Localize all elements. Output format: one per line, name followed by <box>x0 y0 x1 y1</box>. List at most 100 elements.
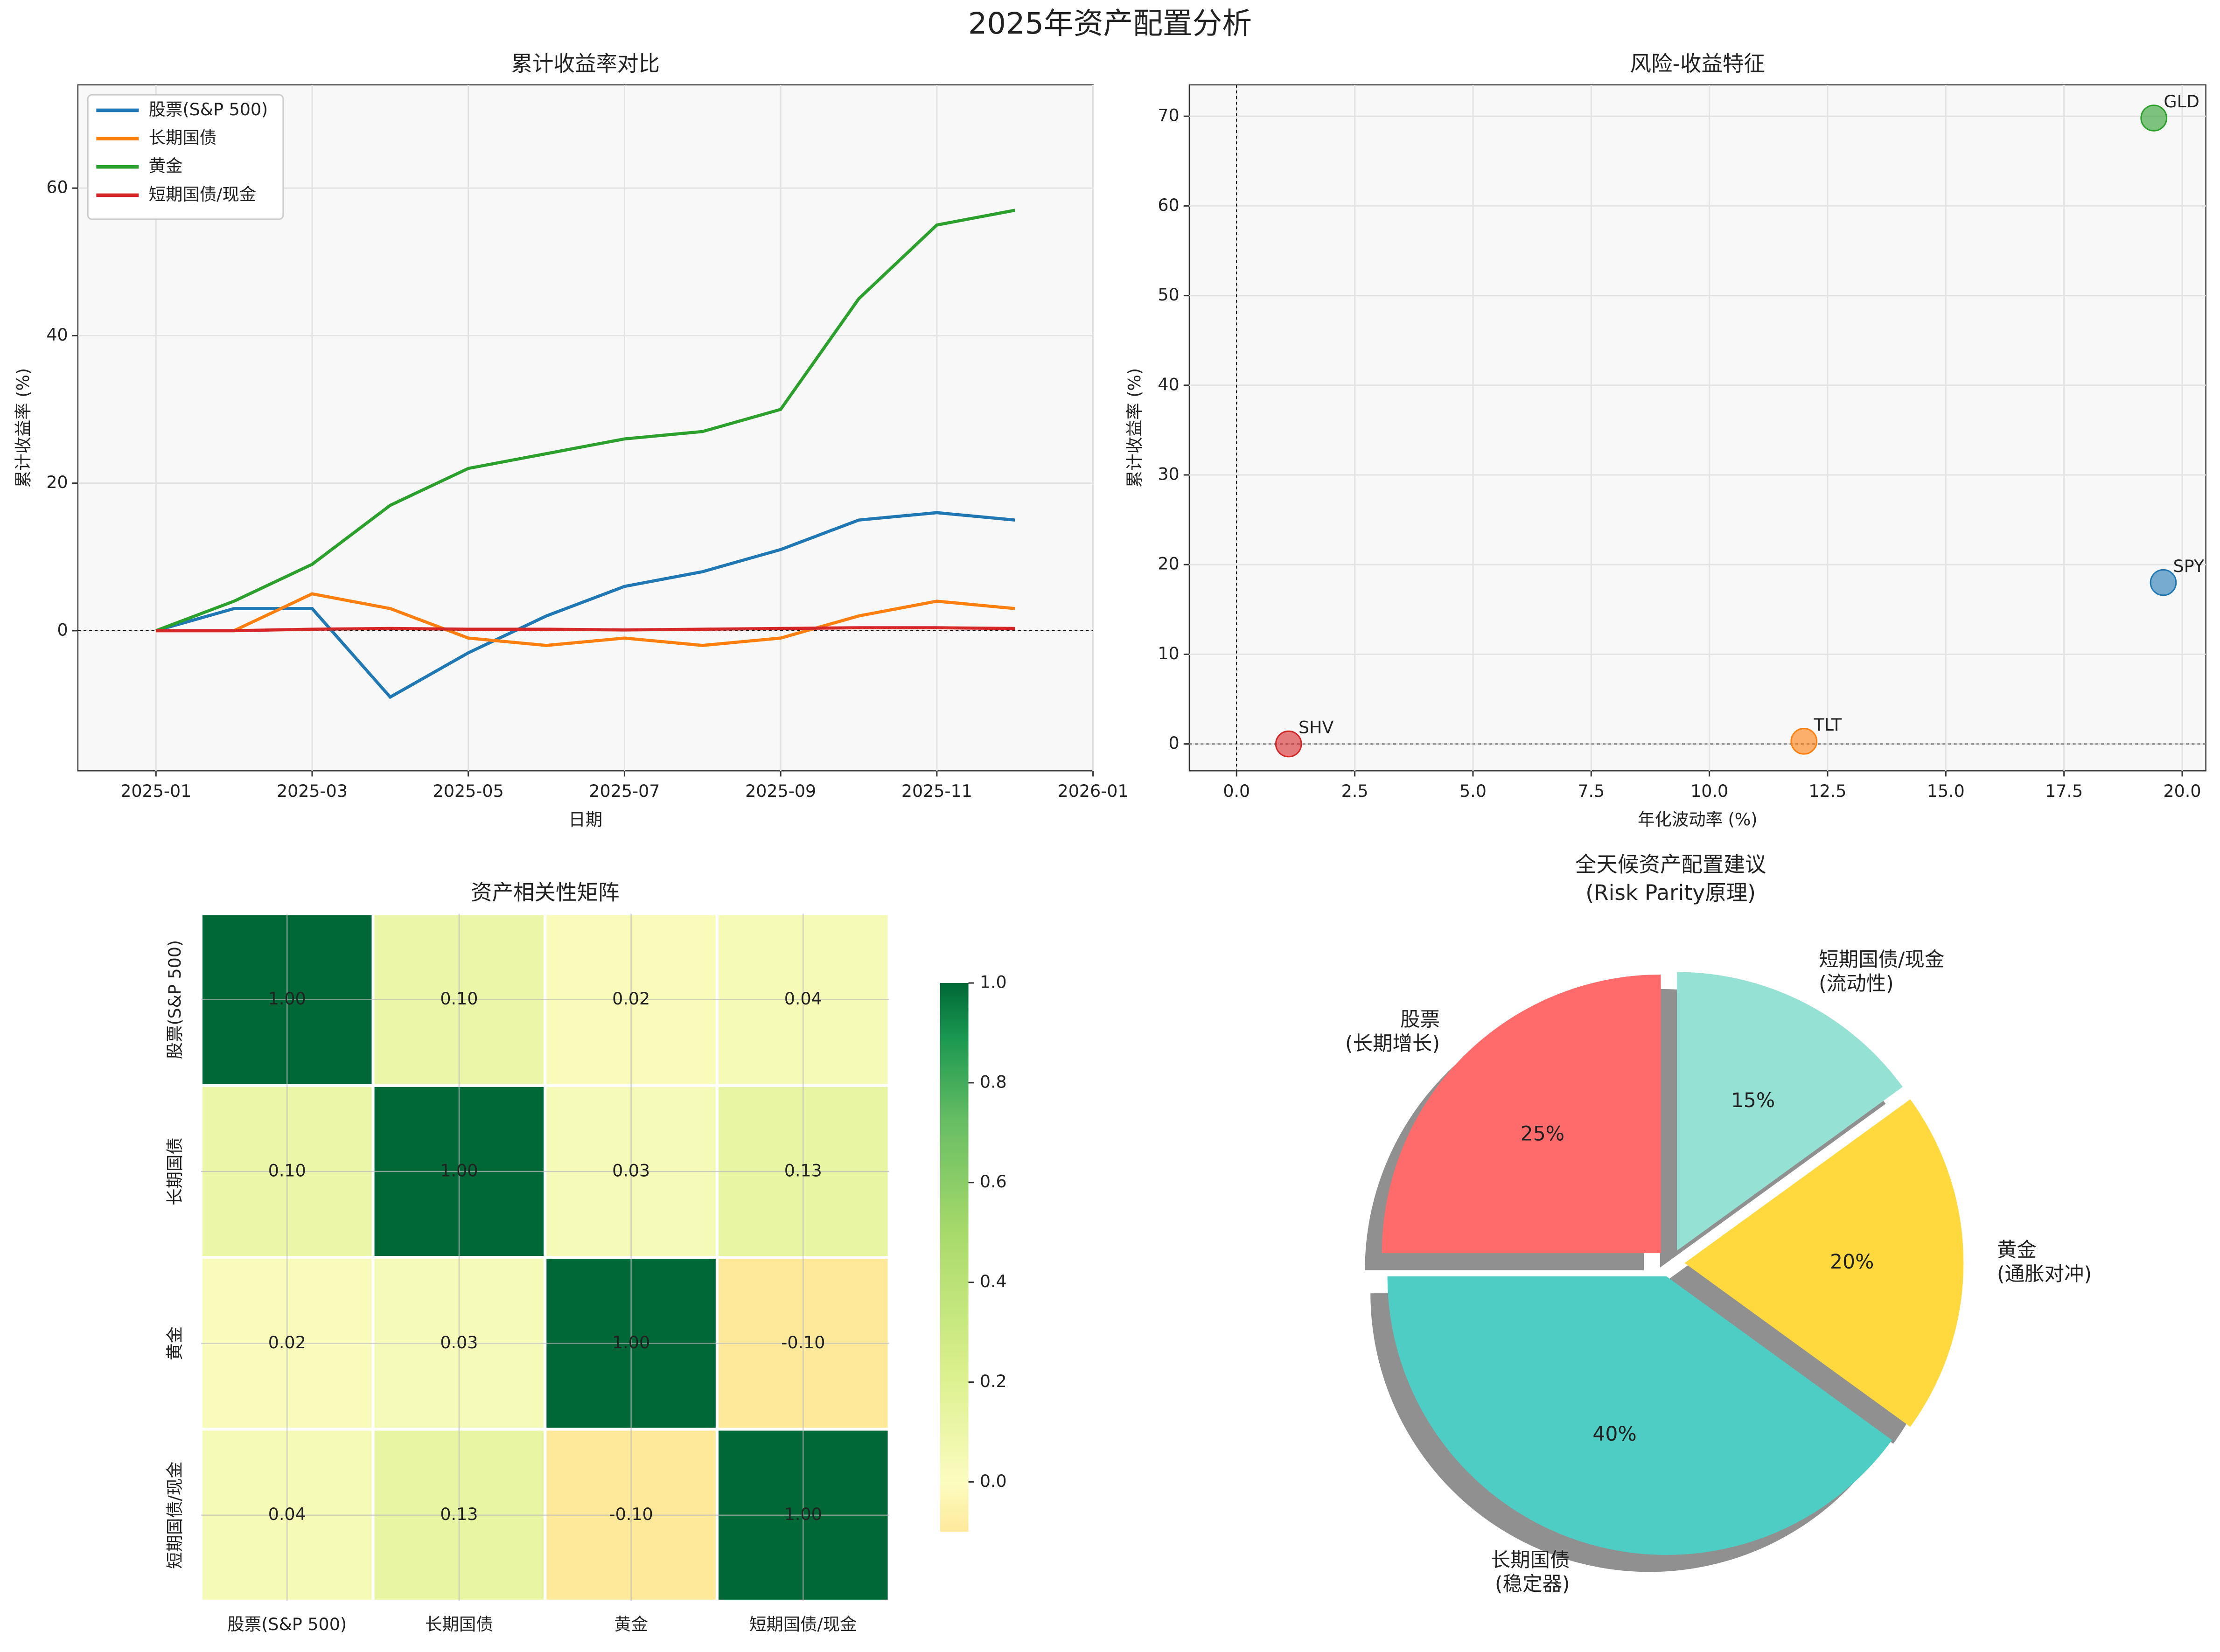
y-tick-label: 20 <box>46 472 68 492</box>
legend-label: 股票(S&P 500) <box>149 99 268 119</box>
x-tick-label: 10.0 <box>1690 781 1728 801</box>
cell-label: -0.10 <box>609 1504 653 1524</box>
cell-label: 0.04 <box>268 1504 306 1524</box>
figure-title: 2025年资产配置分析 <box>968 7 1252 41</box>
x-tick-label: 0.0 <box>1223 781 1250 801</box>
x-tick-label: 5.0 <box>1459 781 1487 801</box>
x-tick-label: 2025-05 <box>433 781 504 801</box>
y-category-label: 股票(S&P 500) <box>165 940 185 1059</box>
x-tick-label: 2025-03 <box>277 781 348 801</box>
colorbar-tick-label: 1.0 <box>980 972 1007 992</box>
x-tick-label: 17.5 <box>2045 781 2083 801</box>
cell-label: 1.00 <box>612 1332 650 1352</box>
x-tick-label: 12.5 <box>1808 781 1846 801</box>
series-line <box>155 511 1015 699</box>
point-label: TLT <box>1814 715 1843 735</box>
cell-label: 1.00 <box>784 1504 822 1524</box>
cell-label: 0.02 <box>268 1332 306 1352</box>
y-axis-label: 累计收益率 (%) <box>1124 368 1145 488</box>
x-tick-label: 7.5 <box>1578 781 1605 801</box>
legend-label: 长期国债 <box>149 128 217 148</box>
x-category-label: 股票(S&P 500) <box>227 1614 347 1634</box>
x-tick-label: 2025-09 <box>745 781 816 801</box>
pie-label: 短期国债/现金(流动性) <box>1819 948 1944 995</box>
y-tick-label: 0 <box>1169 733 1180 753</box>
cell-label: 0.03 <box>440 1332 478 1352</box>
pie-percent: 20% <box>1830 1251 1874 1274</box>
colorbar-tick-label: 0.0 <box>980 1471 1007 1491</box>
pie-percent: 25% <box>1521 1122 1564 1145</box>
scatter-point <box>1790 728 1818 755</box>
y-tick-label: 50 <box>1158 285 1179 305</box>
cell-label: 1.00 <box>268 989 306 1009</box>
x-axis-label: 年化波动率 (%) <box>1638 809 1758 829</box>
cell-label: 0.10 <box>440 989 478 1009</box>
y-axis-label: 累计收益率 (%) <box>13 368 33 488</box>
point-label: SPY <box>2173 556 2205 576</box>
x-axis-label: 日期 <box>568 809 602 829</box>
series-line <box>156 592 1015 647</box>
y-category-label: 短期国债/现金 <box>165 1461 185 1568</box>
x-tick-label: 2025-11 <box>901 781 972 801</box>
scatter-point <box>2140 105 2168 132</box>
x-tick-label: 2025-01 <box>120 781 191 801</box>
y-category-label: 黄金 <box>165 1326 185 1360</box>
chart-title: 累计收益率对比 <box>511 51 660 76</box>
pie-wedge <box>1382 974 1661 1254</box>
y-tick-label: 0 <box>57 620 68 640</box>
y-tick-label: 60 <box>46 177 68 197</box>
cell-label: 0.02 <box>612 989 650 1009</box>
pie-label: 股票(长期增长) <box>1345 1008 1440 1055</box>
y-tick-label: 30 <box>1158 464 1179 484</box>
colorbar-tick-label: 0.6 <box>980 1171 1007 1192</box>
legend-label: 短期国债/现金 <box>149 184 257 204</box>
cell-label: 0.13 <box>440 1504 478 1524</box>
chart-title: 风险-收益特征 <box>1630 51 1765 76</box>
colorbar-tick-label: 0.2 <box>980 1371 1007 1391</box>
colorbar-tick-label: 0.4 <box>980 1271 1007 1291</box>
pie-wedge <box>1677 972 1903 1251</box>
cell-label: 0.03 <box>612 1160 650 1180</box>
x-tick-label: 15.0 <box>1927 781 1965 801</box>
plot-background <box>1188 84 2206 772</box>
legend-label: 黄金 <box>149 156 183 176</box>
colorbar-tick-label: 0.8 <box>980 1072 1007 1092</box>
x-category-label: 短期国债/现金 <box>749 1614 857 1634</box>
y-tick-label: 70 <box>1158 105 1179 125</box>
pie-percent: 40% <box>1592 1423 1636 1446</box>
y-tick-label: 40 <box>1158 374 1179 394</box>
cell-label: 0.04 <box>784 989 822 1009</box>
point-label: SHV <box>1298 718 1333 738</box>
chart-title: 资产相关性矩阵 <box>471 880 620 905</box>
y-tick-label: 10 <box>1158 643 1179 663</box>
x-tick-label: 20.0 <box>2163 781 2201 801</box>
pie-label: 长期国债(稳定器) <box>1491 1549 1570 1596</box>
cell-label: -0.10 <box>781 1332 825 1352</box>
cell-label: 1.00 <box>440 1160 478 1180</box>
series-line <box>156 626 1015 633</box>
cell-label: 0.10 <box>268 1160 306 1180</box>
y-tick-label: 40 <box>46 325 68 345</box>
pie-label: 黄金(通胀对冲) <box>1997 1239 2092 1286</box>
pie-wedge <box>1684 1099 1964 1427</box>
scatter-point <box>1275 730 1302 758</box>
pie-percent: 15% <box>1731 1089 1775 1112</box>
y-tick-label: 20 <box>1158 554 1179 574</box>
x-category-label: 长期国债 <box>425 1614 493 1634</box>
chart-title: 全天候资产配置建议(Risk Parity原理) <box>1575 852 1766 905</box>
y-tick-label: 60 <box>1158 195 1179 215</box>
point-label: GLD <box>2164 91 2199 112</box>
pie-wedge <box>1387 1276 1892 1555</box>
x-tick-label: 2026-01 <box>1058 781 1129 801</box>
series-line <box>155 209 1015 632</box>
x-category-label: 黄金 <box>614 1614 648 1634</box>
colorbar <box>940 983 969 1532</box>
y-category-label: 长期国债 <box>165 1137 185 1205</box>
legend-box <box>87 94 284 220</box>
cell-label: 0.13 <box>784 1160 822 1180</box>
x-tick-label: 2025-07 <box>589 781 660 801</box>
x-tick-label: 2.5 <box>1341 781 1368 801</box>
scatter-point <box>2150 569 2177 596</box>
